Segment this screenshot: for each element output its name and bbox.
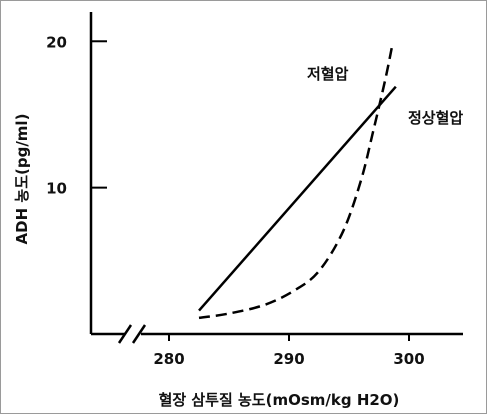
- series-group: [198, 45, 397, 320]
- series-line-normal-bp: [198, 85, 397, 312]
- x-axis-break-mark: [117, 324, 147, 344]
- y-tick-label-20: 20: [46, 33, 67, 51]
- series-line-low-bp: [198, 45, 394, 320]
- x-axis-title: 혈장 삼투질 농도(mOsm/kg H2O): [159, 391, 400, 409]
- series-label-low-bp: 저혈압: [307, 65, 349, 83]
- series-label-normal-bp: 정상혈압: [408, 109, 463, 127]
- x-tick-label-300: 300: [393, 350, 424, 368]
- y-axis-title: ADH 농도(pg/ml): [13, 114, 31, 245]
- y-tick-label-10: 10: [46, 180, 67, 198]
- tick-group: 280 290 300 10 20: [46, 33, 425, 368]
- x-tick-label-280: 280: [153, 350, 184, 368]
- x-tick-label-290: 290: [273, 350, 304, 368]
